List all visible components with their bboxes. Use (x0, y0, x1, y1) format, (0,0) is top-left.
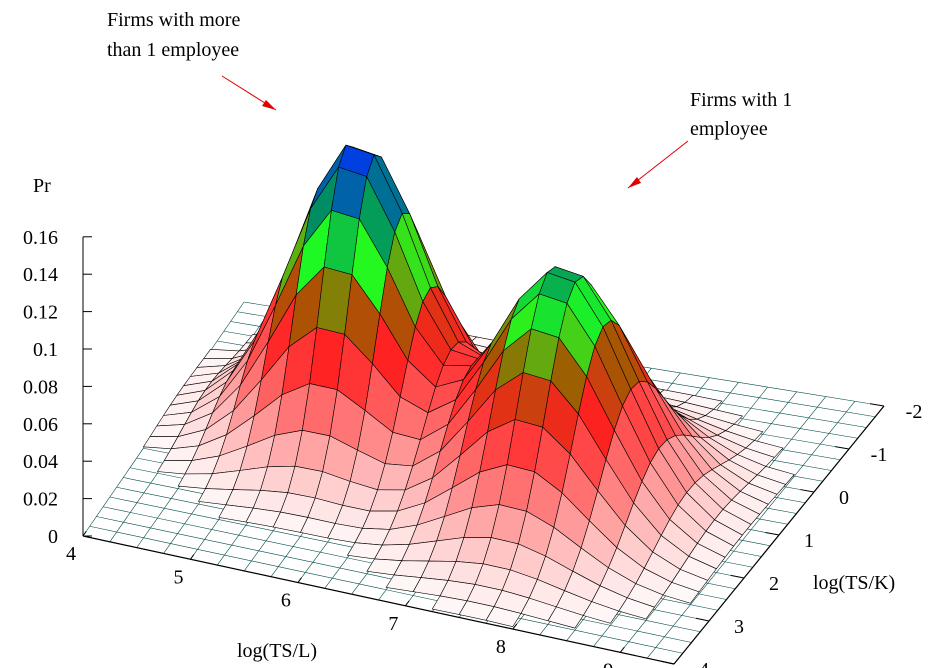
y-tick-mark (835, 446, 850, 450)
y-tick-label: 3 (734, 616, 744, 638)
z-tick-label: 0 (48, 526, 58, 548)
z-tick-label: 0.02 (23, 489, 58, 511)
z-tick-label: 0.1 (33, 339, 58, 361)
x-tick-mark (619, 646, 625, 653)
y-tick-mark (695, 617, 710, 622)
x-axis-label: log(TS/L) (237, 640, 317, 662)
z-axis-label: Pr (33, 175, 51, 197)
z-tick-label: 0.04 (23, 451, 58, 473)
x-tick-label: 8 (496, 636, 506, 658)
y-tick-mark (800, 489, 815, 493)
z-tick-label: 0.14 (23, 264, 58, 286)
annotation-multi-employee: Firms with more than 1 employee (107, 9, 277, 111)
surface-facet (662, 582, 700, 604)
tick-labels: 0 0.02 0.04 0.06 0.08 0.1 0.12 0.14 0.16 4 5 6 7 8 9 4 3… (23, 227, 922, 668)
z-tick-label: 0.06 (23, 414, 58, 436)
x-tick-label: 9 (603, 659, 613, 668)
y-tick-label: 1 (804, 530, 814, 552)
x-tick-label: 6 (281, 590, 291, 612)
z-tick-label: 0.16 (23, 227, 58, 249)
annotation-single-employee: Firms with 1 employee (627, 89, 792, 189)
surface-facet (547, 606, 584, 629)
surface-facet (485, 606, 522, 628)
x-tick-label: 5 (173, 566, 183, 588)
x-tick-label: 4 (66, 543, 76, 565)
annotation-multi-line-2: than 1 employee (107, 39, 239, 61)
y-tick-mark (730, 574, 745, 579)
floor-grid-line-y (89, 525, 683, 654)
x-tick-label: 7 (388, 613, 398, 635)
y-tick-mark (765, 531, 780, 536)
x-tick-mark (297, 577, 302, 583)
y-tick-label: 2 (769, 573, 779, 595)
annotation-single-arrowhead (628, 177, 641, 188)
surface-facet (618, 597, 655, 620)
x-axis-line (82, 535, 675, 665)
x-tick-mark (512, 623, 518, 630)
surface-mesh (142, 144, 795, 629)
z-tick-label: 0.08 (23, 376, 58, 398)
annotation-single-line-1: Firms with 1 (690, 89, 792, 111)
annotation-multi-line-1: Firms with more (107, 9, 240, 31)
y-tick-mark (660, 660, 675, 665)
x-tick-mark (190, 554, 195, 560)
y-tick-label: -1 (871, 444, 888, 466)
y-tick-label: 0 (839, 487, 849, 509)
annotation-multi-arrowhead (262, 100, 276, 110)
y-tick-mark (869, 403, 885, 407)
y-tick-label: 4 (699, 659, 709, 668)
x-tick-mark (404, 600, 410, 607)
surface-facet (582, 601, 620, 624)
z-tick-label: 0.12 (23, 302, 58, 324)
y-tick-label: -2 (906, 401, 923, 423)
x-tick-mark (82, 531, 87, 537)
y-axis-label: log(TS/K) (813, 572, 895, 594)
annotation-single-line-2: employee (690, 118, 768, 140)
